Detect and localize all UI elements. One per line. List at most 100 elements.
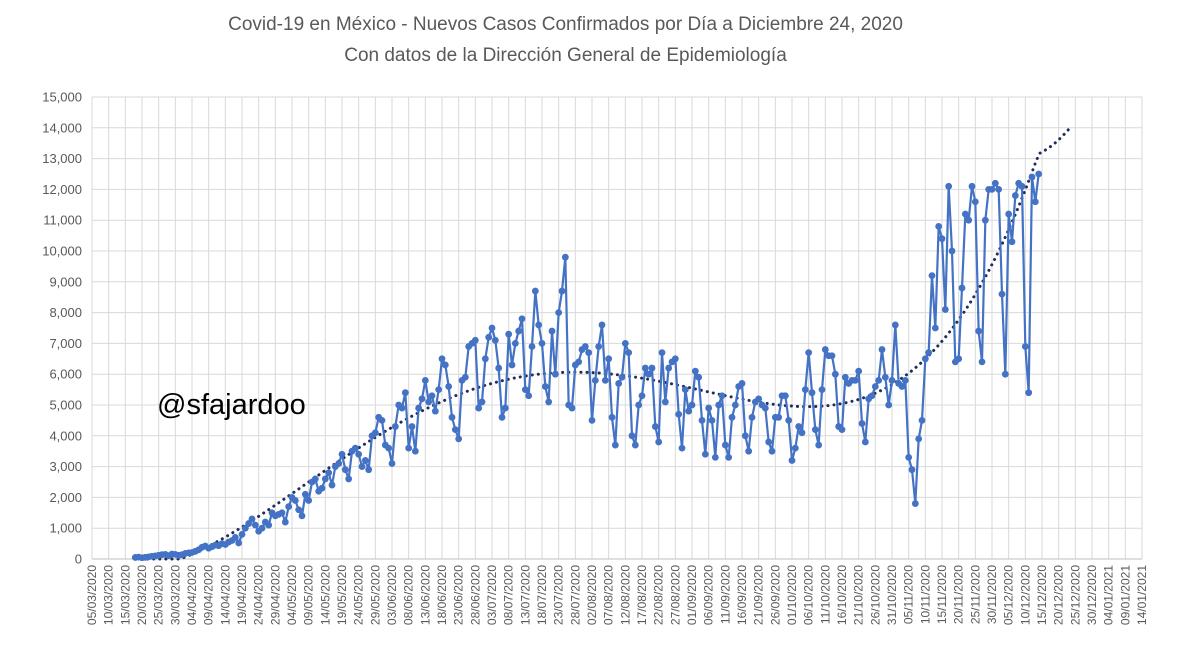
data-point xyxy=(531,287,539,295)
y-tick-label: 3,000 xyxy=(49,459,82,474)
data-point xyxy=(705,404,713,412)
x-tick-label: 25/11/2020 xyxy=(968,565,982,624)
data-point xyxy=(475,404,483,412)
data-point xyxy=(838,426,846,434)
data-point xyxy=(425,398,433,406)
data-point xyxy=(528,343,536,350)
x-tick-label: 30/12/2020 xyxy=(1085,565,1099,625)
x-tick-label: 08/06/2020 xyxy=(402,565,416,625)
data-point xyxy=(861,438,869,446)
x-tick-label: 18/06/2020 xyxy=(435,565,449,625)
data-point xyxy=(1018,182,1026,190)
data-point xyxy=(575,358,583,366)
x-tick-label: 06/09/2020 xyxy=(702,565,716,625)
data-point xyxy=(738,380,746,387)
x-tick-label: 09/05/2020 xyxy=(302,565,316,625)
x-axis: 05/03/2020 10/03/2020 15/03/2020 20/03/2020… xyxy=(85,565,1149,625)
data-point xyxy=(611,441,619,449)
x-tick-label: 23/06/2020 xyxy=(452,565,466,625)
x-tick-label: 19/05/2020 xyxy=(335,565,349,625)
data-point xyxy=(798,429,806,437)
data-point xyxy=(481,355,489,363)
data-point xyxy=(755,395,763,403)
x-tick-label: 14/05/2020 xyxy=(318,565,332,625)
data-point xyxy=(585,349,593,357)
data-point xyxy=(805,349,813,357)
data-point xyxy=(441,361,449,369)
data-point xyxy=(461,373,469,381)
data-point xyxy=(631,441,639,449)
x-tick-label: 18/07/2020 xyxy=(535,565,549,625)
watermark-text: @sfajardoo xyxy=(157,389,306,421)
data-point xyxy=(508,361,516,369)
data-point xyxy=(635,401,643,409)
data-point xyxy=(918,417,926,424)
data-point xyxy=(871,383,879,390)
data-point xyxy=(598,321,606,329)
data-point xyxy=(415,404,423,412)
data-point xyxy=(815,441,823,449)
x-tick-label: 15/11/2020 xyxy=(935,565,949,624)
x-tick-label: 20/12/2020 xyxy=(1052,565,1066,625)
data-point xyxy=(445,383,453,390)
x-tick-label: 11/09/2020 xyxy=(718,565,732,624)
data-point xyxy=(248,515,256,523)
data-point xyxy=(318,484,326,492)
data-point xyxy=(1035,170,1043,178)
y-tick-label: 12,000 xyxy=(42,182,82,197)
data-point xyxy=(595,343,603,350)
data-points xyxy=(131,170,1043,562)
x-tick-label: 16/09/2020 xyxy=(735,565,749,625)
data-point xyxy=(685,407,693,415)
data-point xyxy=(591,376,599,384)
data-point xyxy=(875,376,883,384)
data-point xyxy=(551,370,559,378)
data-point xyxy=(728,413,736,421)
data-point xyxy=(1021,343,1029,350)
data-point xyxy=(958,284,966,292)
x-tick-label: 02/08/2020 xyxy=(585,565,599,625)
x-tick-label: 11/10/2020 xyxy=(818,565,832,624)
data-point xyxy=(661,398,669,406)
x-tick-label: 08/07/2020 xyxy=(502,565,516,625)
data-point xyxy=(355,450,363,458)
data-point xyxy=(555,309,563,316)
x-tick-label: 07/08/2020 xyxy=(602,565,616,625)
y-tick-label: 10,000 xyxy=(42,244,82,259)
y-tick-label: 15,000 xyxy=(42,90,82,105)
x-tick-label: 28/07/2020 xyxy=(568,565,582,625)
data-point xyxy=(431,407,439,415)
data-point xyxy=(731,401,739,409)
data-point xyxy=(568,404,576,412)
data-point xyxy=(948,247,956,255)
y-tick-label: 7,000 xyxy=(49,336,82,351)
data-point xyxy=(961,210,969,218)
data-point xyxy=(645,370,653,378)
data-point xyxy=(358,463,366,470)
x-tick-label: 29/04/2020 xyxy=(268,565,282,625)
x-tick-label: 28/06/2020 xyxy=(468,565,482,625)
chart-title: Covid-19 en México - Nuevos Casos Confir… xyxy=(228,14,903,35)
x-tick-label: 16/10/2020 xyxy=(835,565,849,625)
y-tick-label: 5,000 xyxy=(49,398,82,413)
x-tick-label: 03/07/2020 xyxy=(485,565,499,625)
x-tick-label: 29/05/2020 xyxy=(368,565,382,625)
y-tick-label: 14,000 xyxy=(42,120,82,135)
data-point xyxy=(505,330,513,338)
x-tick-label: 10/12/2020 xyxy=(1018,565,1032,625)
data-point xyxy=(695,373,703,381)
data-point xyxy=(831,370,839,378)
data-point xyxy=(908,466,916,474)
data-point xyxy=(888,376,896,384)
x-tick-label: 25/03/2020 xyxy=(152,565,166,625)
data-point xyxy=(521,386,529,393)
data-point xyxy=(545,398,553,406)
data-point xyxy=(818,386,826,393)
data-point xyxy=(655,438,663,446)
data-point xyxy=(901,376,909,384)
data-point xyxy=(998,290,1006,298)
data-point xyxy=(775,413,783,421)
data-point xyxy=(975,327,983,335)
data-point xyxy=(378,417,386,424)
data-point xyxy=(235,539,243,547)
